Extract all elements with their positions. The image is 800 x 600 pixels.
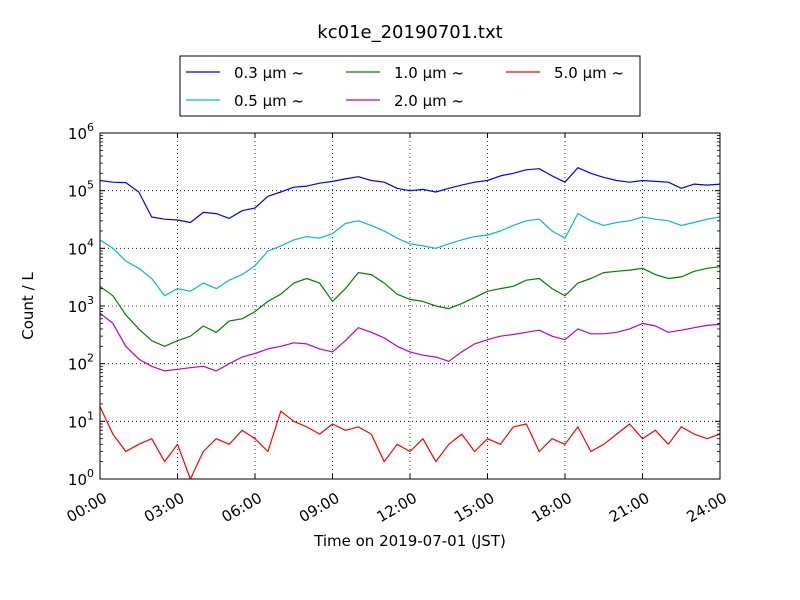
series-line-0 bbox=[99, 167, 721, 224]
y-tick-label: 100 bbox=[68, 467, 94, 489]
plot-lines bbox=[99, 167, 721, 480]
legend-label-1: 0.5 μm ~ bbox=[234, 92, 304, 110]
grid bbox=[100, 133, 720, 479]
legend-label-3: 2.0 μm ~ bbox=[394, 92, 464, 110]
x-tick-label: 15:00 bbox=[451, 489, 497, 526]
x-tick-label: 18:00 bbox=[529, 489, 575, 526]
x-tick-label: 03:00 bbox=[141, 489, 187, 526]
y-tick-label: 106 bbox=[68, 121, 94, 143]
x-tick-label: 00:00 bbox=[64, 489, 110, 526]
x-tick-label: 09:00 bbox=[296, 489, 342, 526]
y-tick-label: 105 bbox=[68, 179, 94, 201]
y-tick-label: 103 bbox=[68, 294, 94, 316]
axis-ticks bbox=[99, 132, 721, 480]
series-line-3 bbox=[99, 312, 721, 372]
legend-box bbox=[179, 55, 641, 117]
series-line-4 bbox=[99, 406, 721, 480]
legend-label-4: 5.0 μm ~ bbox=[554, 64, 624, 82]
x-tick-label: 06:00 bbox=[219, 489, 265, 526]
y-tick-labels: 100 101 102 103 104 105 106 bbox=[68, 121, 94, 489]
legend-label-0: 0.3 μm ~ bbox=[234, 64, 304, 82]
x-tick-label: 24:00 bbox=[684, 489, 730, 526]
y-tick-label: 101 bbox=[68, 409, 94, 431]
x-tick-labels: 00:00 03:00 06:00 09:00 12:00 15:00 18:00 21:00… bbox=[64, 489, 730, 526]
x-tick-label: 21:00 bbox=[606, 489, 652, 526]
x-tick-label: 12:00 bbox=[374, 489, 420, 526]
y-axis-label: Count / L bbox=[19, 272, 37, 340]
x-axis-label: Time on 2019-07-01 (JST) bbox=[313, 532, 506, 550]
legend: 0.3 μm ~ 0.5 μm ~ 1.0 μm ~ 2.0 μm ~ 5.0 μm ~ bbox=[179, 55, 641, 117]
series-line-2 bbox=[99, 266, 721, 347]
series-line-1 bbox=[99, 213, 721, 297]
legend-label-2: 1.0 μm ~ bbox=[394, 64, 464, 82]
y-tick-label: 102 bbox=[68, 352, 94, 374]
chart-title: kc01e_20190701.txt bbox=[317, 22, 502, 43]
y-tick-label: 104 bbox=[68, 236, 94, 258]
